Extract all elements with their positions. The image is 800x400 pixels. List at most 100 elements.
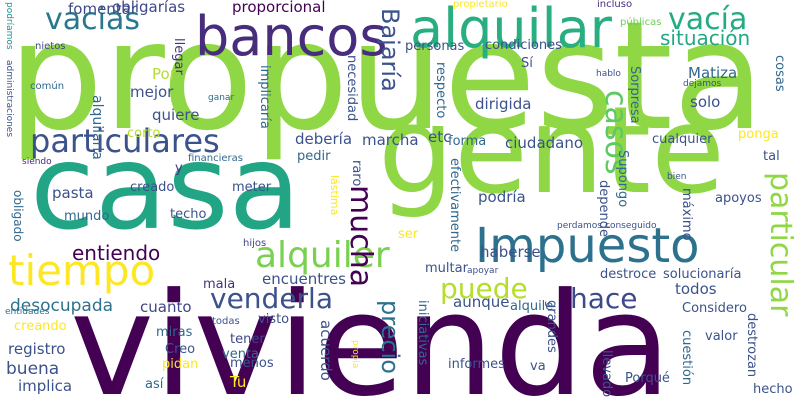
word-49: desocupada	[10, 296, 114, 316]
word-18: precio	[376, 300, 404, 374]
word-36: Por	[152, 65, 176, 83]
word-114: tal	[763, 149, 780, 164]
word-94: grandes	[544, 300, 559, 353]
word-80: Sí	[521, 56, 533, 71]
word-63: visto	[258, 312, 290, 327]
word-100: conseguido	[605, 221, 657, 231]
word-113: ponga	[738, 127, 779, 142]
word-76: propia	[350, 340, 360, 369]
word-16: mucha	[343, 185, 378, 288]
word-105: cuestión	[679, 330, 694, 386]
word-21: fomentar	[68, 0, 138, 18]
word-50: cuanto	[140, 298, 192, 316]
word-79: condiciones	[485, 38, 562, 53]
word-62: Tu	[230, 373, 247, 391]
word-95: informes	[448, 357, 505, 372]
word-85: forma	[448, 134, 487, 149]
word-109: apoyos	[715, 191, 762, 206]
word-23: proporcional	[232, 0, 326, 16]
word-117: hablo	[596, 69, 621, 79]
word-55: buena	[6, 359, 60, 379]
word-48: entiendo	[72, 241, 161, 265]
word-115: Matiza	[688, 64, 738, 82]
word-66: menos	[230, 356, 274, 371]
word-60: pidan	[162, 357, 199, 372]
word-93: alquile	[510, 299, 554, 314]
word-106: valor	[705, 329, 738, 344]
word-10: vacias	[45, 2, 140, 37]
word-31: entidades	[5, 307, 50, 317]
word-104: Porqué	[625, 371, 670, 386]
word-52: encuentres	[262, 270, 346, 288]
word-2: gente	[378, 82, 725, 221]
word-91: aunque	[453, 293, 510, 311]
word-46: techo	[170, 207, 207, 222]
word-70: marcha	[362, 131, 419, 149]
word-47: hijos	[243, 238, 267, 249]
word-38: quiere	[152, 106, 200, 124]
word-112: cualquier	[652, 132, 713, 147]
word-33: obligado	[11, 190, 25, 242]
word-72: raro	[349, 160, 364, 187]
word-121: todos	[675, 280, 717, 298]
word-78: personas	[405, 39, 465, 54]
word-120: Sorpresa	[627, 66, 642, 124]
word-82: dirigida	[475, 95, 532, 113]
word-92: apoyar	[467, 266, 499, 276]
word-118: dejamos	[683, 79, 722, 89]
word-0: propuesta	[8, 0, 765, 164]
word-67: implicaría	[257, 65, 272, 129]
word-97: depende	[596, 180, 611, 237]
word-7: tiempo	[8, 246, 156, 295]
word-40: financieras	[188, 153, 243, 164]
word-6: bancos	[195, 5, 388, 68]
word-28: nietos	[35, 41, 66, 52]
word-30: administraciones	[4, 60, 14, 138]
word-98: Supongo	[615, 150, 630, 208]
word-88: haberse	[480, 243, 541, 261]
word-65: venta	[222, 347, 259, 362]
word-68: necesidad	[344, 55, 359, 122]
word-116: solo	[690, 93, 721, 111]
word-111: bien	[667, 172, 687, 182]
word-61: así	[145, 377, 164, 392]
word-71: pedir	[297, 149, 331, 164]
word-1: vivienda	[70, 263, 672, 400]
word-17: particular	[763, 172, 798, 317]
word-69: debería	[295, 130, 353, 148]
word-90: iniciativas	[415, 300, 430, 366]
word-35: llegar	[171, 38, 186, 75]
word-119: cosas	[772, 55, 787, 92]
word-5: alquilar	[410, 0, 612, 60]
word-9: alquiler	[255, 235, 390, 276]
word-13: puede	[440, 272, 528, 305]
word-107: destrozan	[744, 313, 759, 378]
word-27: podríamos	[4, 2, 14, 50]
word-77: ganar	[208, 93, 235, 103]
word-8: particulares	[30, 122, 220, 160]
word-51: mala	[203, 277, 236, 292]
word-4: Impuesto	[475, 218, 700, 274]
word-64: tener	[230, 332, 265, 347]
word-44: meter	[232, 180, 272, 195]
word-57: miras	[156, 325, 193, 340]
word-39: corto	[127, 126, 161, 141]
word-54: registro	[8, 340, 66, 358]
word-42: pasta	[52, 184, 94, 202]
word-29: común	[30, 81, 65, 92]
word-43: creado	[130, 180, 175, 195]
word-122: hecho	[753, 382, 793, 397]
word-3: casa	[30, 118, 301, 256]
word-25: incluso	[597, 0, 633, 10]
word-20: situación	[660, 26, 751, 50]
word-14: hace	[570, 282, 638, 315]
word-73: lástima	[328, 175, 341, 216]
word-41: y	[175, 161, 183, 176]
word-58: todas	[212, 316, 240, 327]
word-108: solucionaría	[663, 267, 742, 282]
word-32: siendo	[22, 157, 52, 167]
word-45: mundo	[64, 209, 110, 224]
word-86: efectivamente	[447, 158, 462, 253]
word-74: ser	[398, 227, 419, 242]
